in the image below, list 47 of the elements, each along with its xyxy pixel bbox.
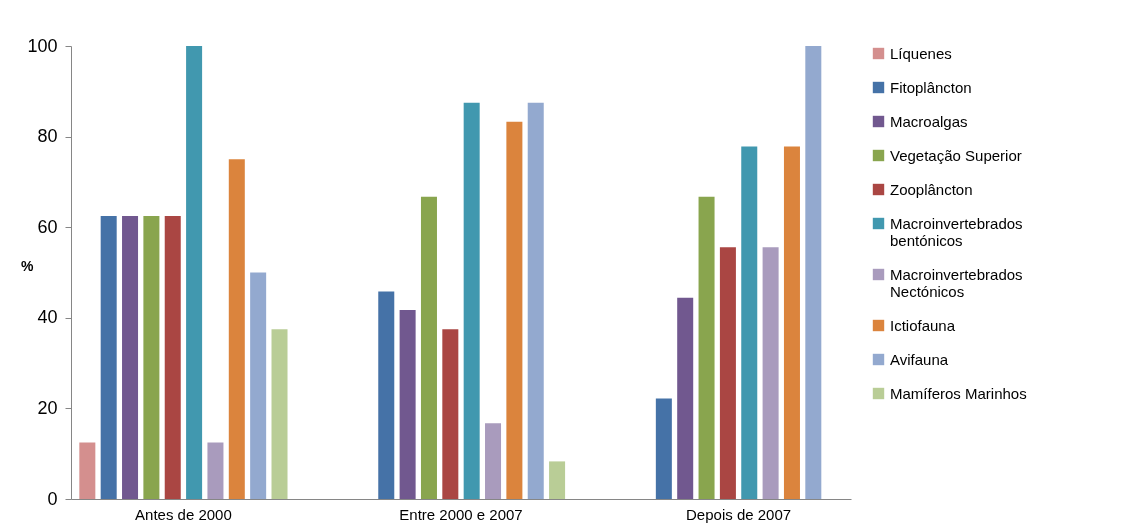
bar [762, 247, 779, 499]
bar [506, 121, 523, 499]
legend-label: Líquenes [890, 44, 952, 62]
bar [741, 146, 758, 499]
bar [655, 398, 672, 499]
bar [677, 297, 694, 499]
bar [549, 461, 566, 499]
bar [805, 46, 822, 499]
y-tick-label: 0 [47, 488, 58, 509]
bar [442, 329, 459, 499]
bar [186, 46, 203, 499]
bar [271, 329, 288, 499]
bar [783, 146, 800, 499]
bar [79, 442, 96, 499]
bar [527, 102, 544, 499]
bar [420, 196, 437, 499]
bar [143, 215, 160, 499]
y-tick-label: 20 [37, 397, 58, 418]
x-tick-label: Antes de 2000 [135, 505, 232, 523]
bar [485, 423, 502, 499]
bar [399, 310, 416, 499]
legend-label: Ictiofauna [890, 316, 956, 334]
bar [207, 442, 224, 499]
bar [164, 215, 181, 499]
legend-label: Macroinvertebrados bentónicos [890, 214, 1023, 249]
legend-label: Avifauna [890, 350, 949, 368]
bar [228, 159, 245, 499]
bar [378, 291, 395, 499]
legend-label: Macroinvertebrados Nectónicos [890, 265, 1023, 300]
x-tick-label: Depois de 2007 [686, 505, 792, 523]
bar [698, 196, 715, 499]
y-axis-title: % [21, 257, 35, 274]
bar [463, 102, 480, 499]
legend-label: Fitoplâncton [890, 78, 972, 96]
bar [250, 272, 267, 499]
bar [122, 215, 139, 499]
y-tick-label: 60 [37, 216, 58, 237]
x-tick-label: Entre 2000 e 2007 [399, 505, 523, 523]
y-tick-label: 80 [37, 126, 58, 147]
y-tick-label: 40 [37, 307, 58, 328]
y-tick-label: 100 [27, 35, 58, 56]
legend-label: Mamíferos Marinhos [890, 384, 1027, 402]
bar [100, 215, 117, 499]
legend-label: Vegetação Superior [890, 146, 1022, 164]
bar [719, 247, 736, 499]
legend-label: Macroalgas [890, 112, 968, 130]
legend-label: Zooplâncton [890, 180, 973, 198]
